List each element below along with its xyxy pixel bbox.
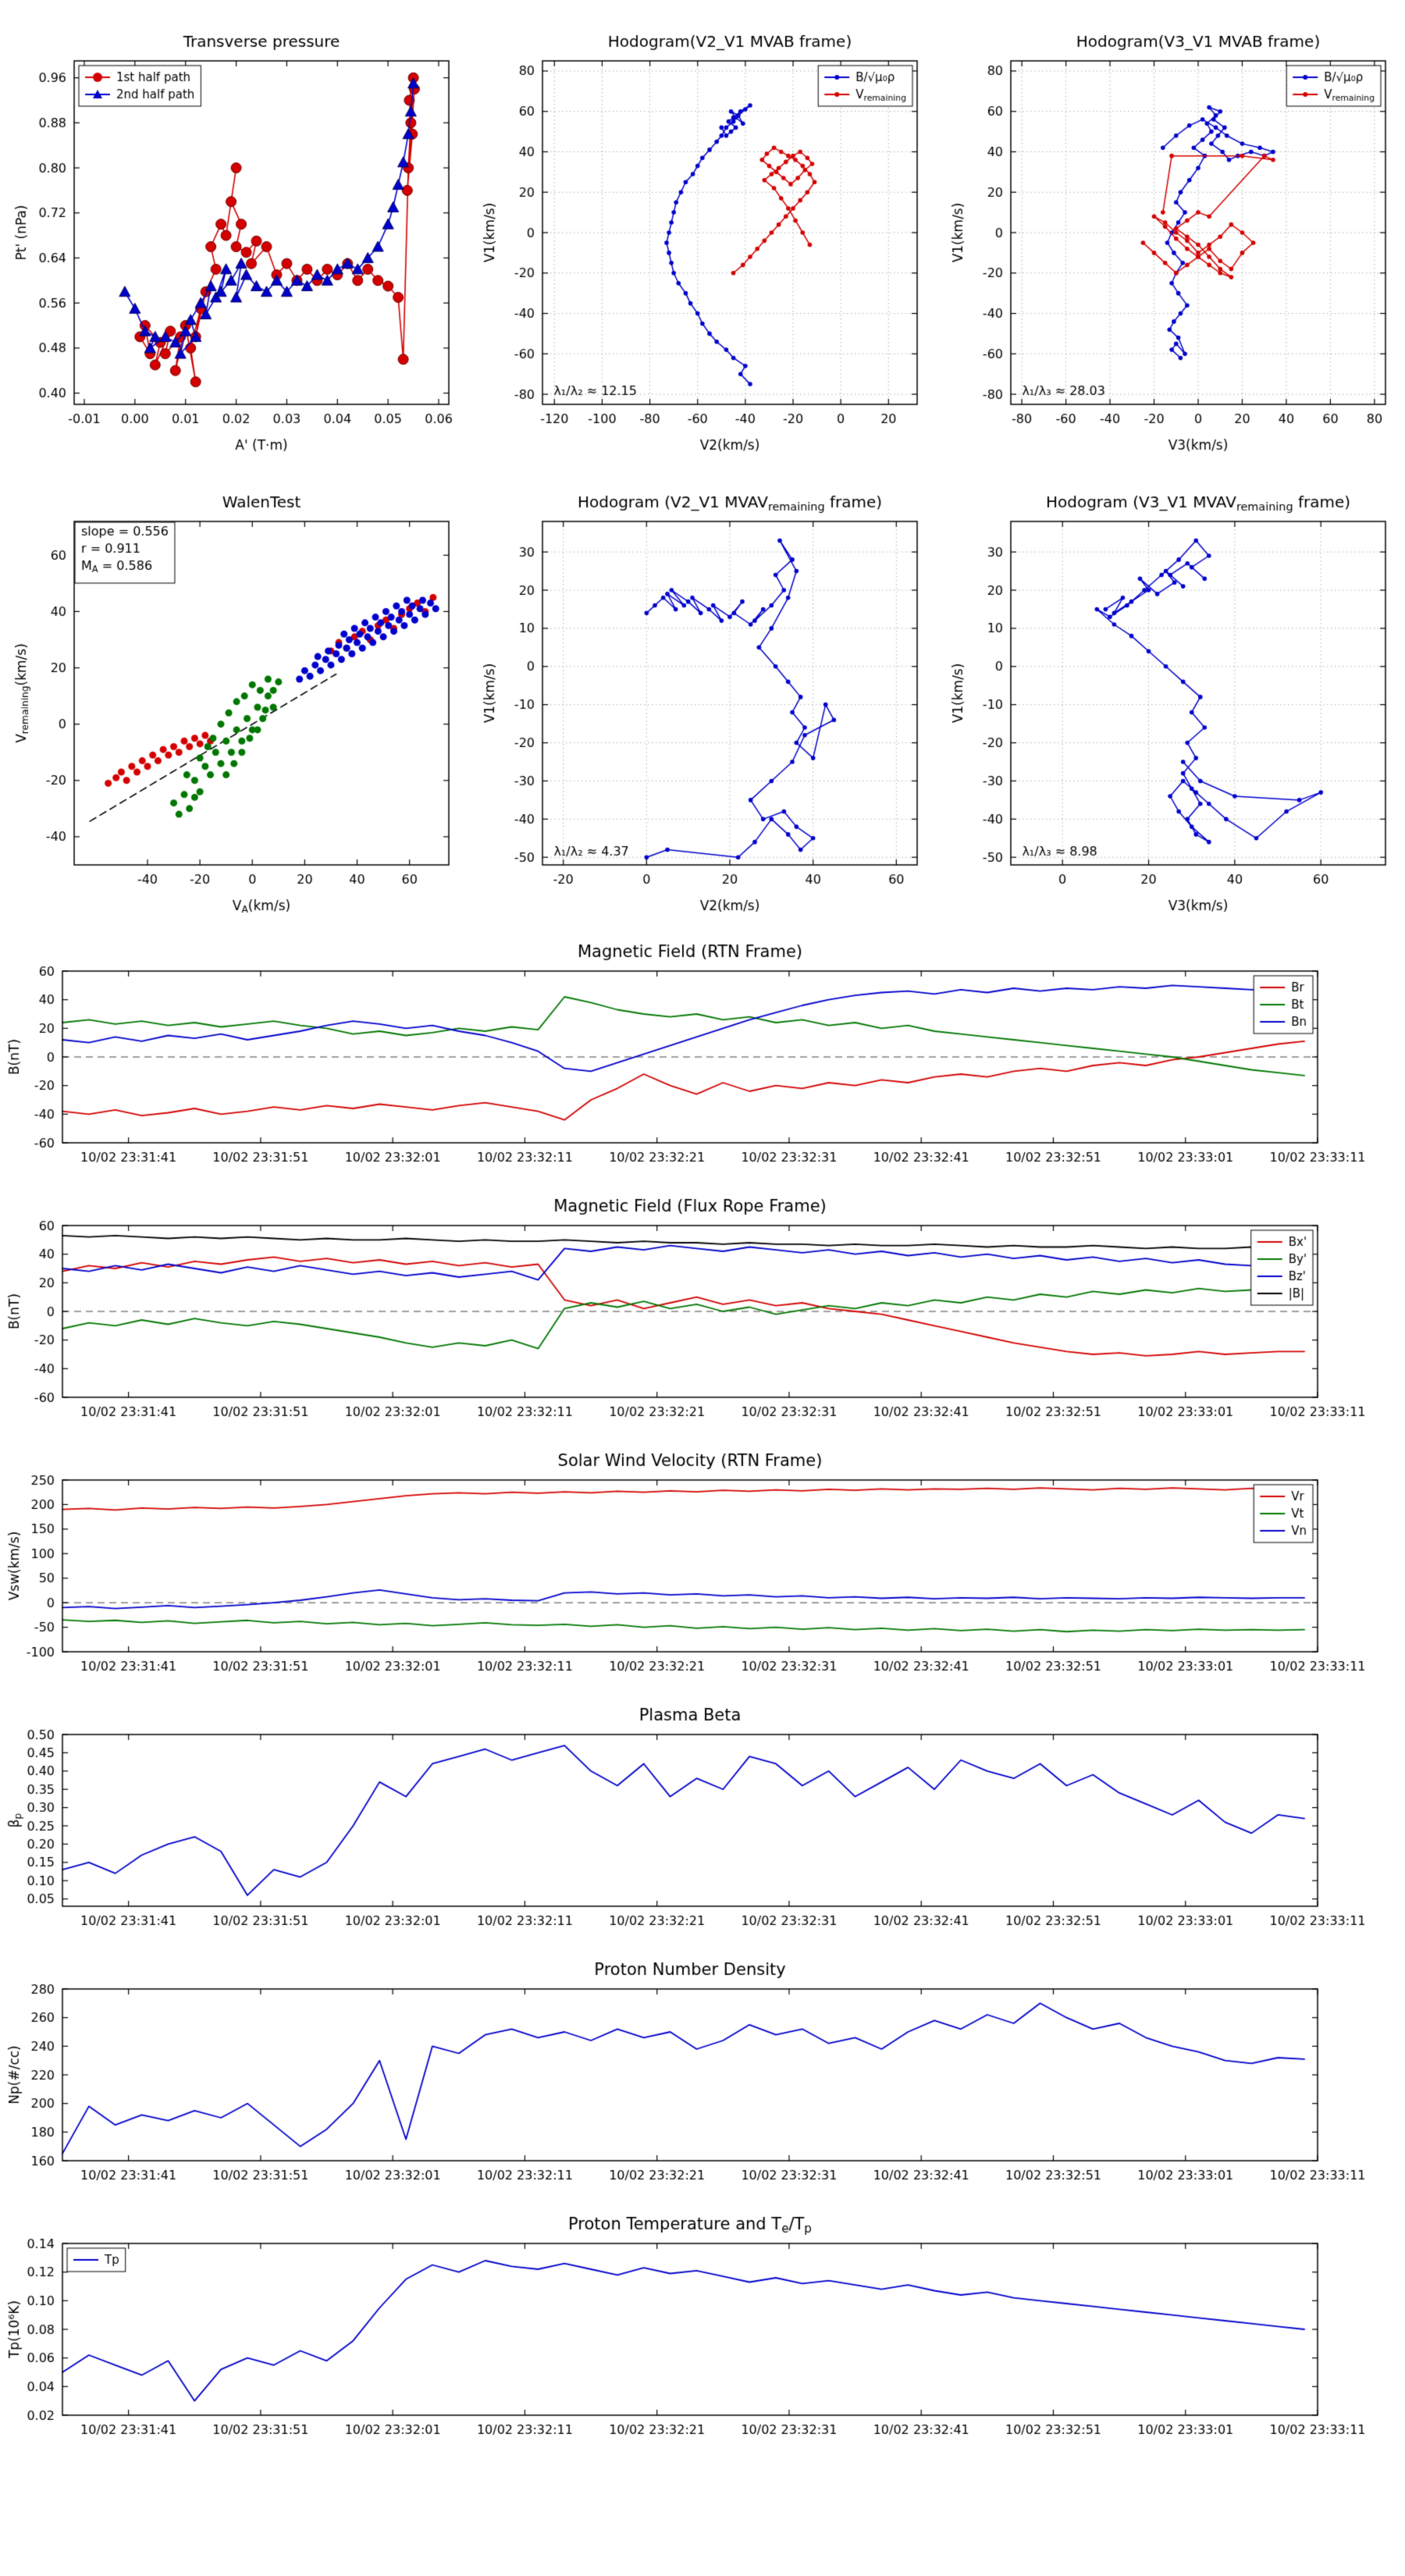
panel-solar-wind-velocity [0, 1450, 1405, 1685]
plot-transverse-pressure [0, 6, 468, 467]
plot-hodogram-v3v1-mvav [937, 467, 1405, 927]
plot-row-2 [0, 467, 1405, 927]
plot-hodogram-v2v1-mvab [468, 6, 937, 467]
panel-magnetic-field-rtn [0, 941, 1405, 1176]
plot-row-1 [0, 6, 1405, 467]
panel-magnetic-field-flux-rope [0, 1196, 1405, 1430]
panel-plasma-beta [0, 1705, 1405, 1939]
plot-hodogram-v2v1-mvav [468, 467, 937, 927]
analysis-figure [0, 6, 1405, 2448]
time-series-panels [0, 941, 1405, 2448]
panel-proton-density [0, 1959, 1405, 2194]
plot-hodogram-v3v1-mvab [937, 6, 1405, 467]
panel-proton-temperature [0, 2214, 1405, 2448]
plot-walen-test [0, 467, 468, 927]
